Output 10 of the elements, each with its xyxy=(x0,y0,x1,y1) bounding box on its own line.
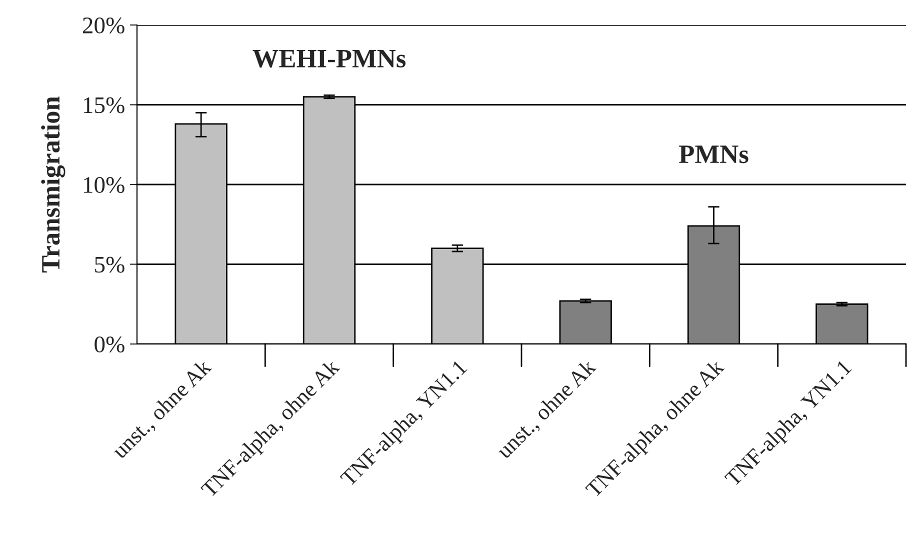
y-tick-label: 5% xyxy=(95,256,124,273)
y-axis-title: Transmigration xyxy=(41,96,66,273)
x-tick-label: unst., ohne Ak xyxy=(110,358,214,462)
annotation: PMNs xyxy=(679,146,748,164)
y-tick-label: 10% xyxy=(84,176,124,193)
annotation: WEHI-PMNs xyxy=(252,50,406,68)
x-tick-label: unst., ohne Ak xyxy=(494,358,599,462)
y-tick-label: 0% xyxy=(94,336,124,352)
y-tick-label: 15% xyxy=(84,97,124,114)
y-tick-label: 20% xyxy=(82,17,124,34)
